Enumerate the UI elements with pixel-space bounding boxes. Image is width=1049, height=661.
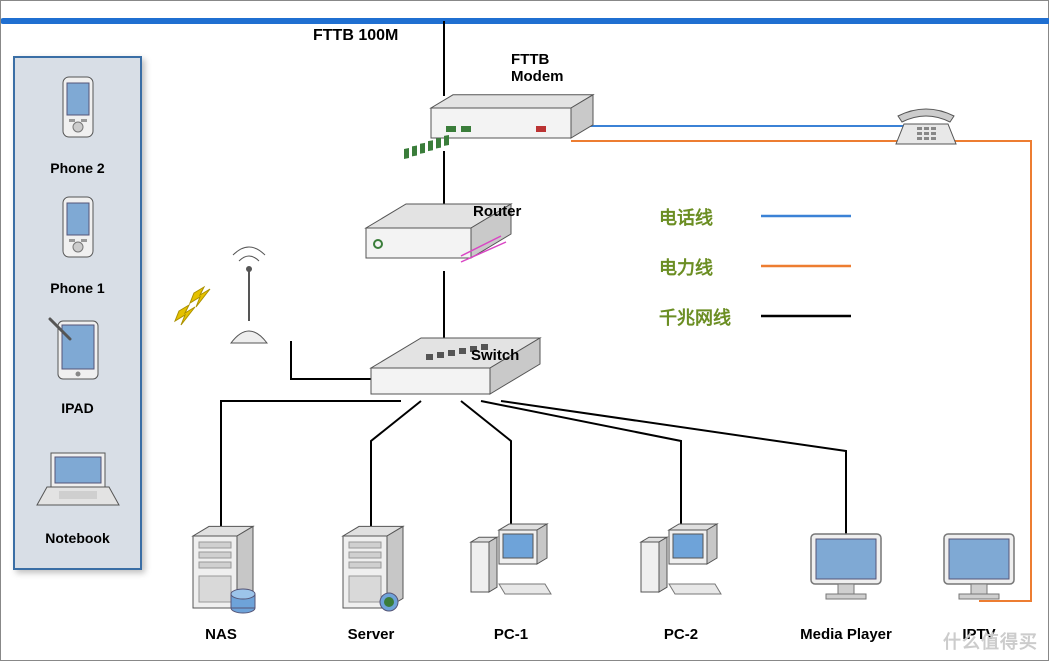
router-label: Router: [473, 203, 521, 220]
iptv-icon: [944, 534, 1014, 599]
legend-电话线: 电话线: [659, 204, 713, 230]
backbone-label: FTTB 100M: [313, 27, 398, 45]
telephone-icon: [896, 109, 956, 144]
watermark-text: 什么值得买: [943, 628, 1038, 654]
wifi-ap-icon: [175, 247, 267, 343]
pc2-label: PC-2: [626, 626, 736, 643]
pc1-label: PC-1: [456, 626, 566, 643]
legend-电力线: 电力线: [659, 254, 713, 280]
server-label: Server: [316, 626, 426, 643]
server-icon: [343, 526, 403, 611]
legend-千兆网线: 千兆网线: [659, 304, 731, 330]
nas-label: NAS: [166, 626, 276, 643]
switch-label: Switch: [471, 347, 519, 364]
nas-icon: [193, 526, 255, 613]
diagram-svg: [1, 1, 1049, 661]
pc1-icon: [471, 524, 551, 594]
diagram-canvas: Phone 2Phone 1IPADNotebook FTTB 100M FTT…: [0, 0, 1049, 661]
media-icon: [811, 534, 881, 599]
pc2-icon: [641, 524, 721, 594]
media-label: Media Player: [791, 626, 901, 643]
modem-label: FTTBModem: [511, 51, 564, 85]
